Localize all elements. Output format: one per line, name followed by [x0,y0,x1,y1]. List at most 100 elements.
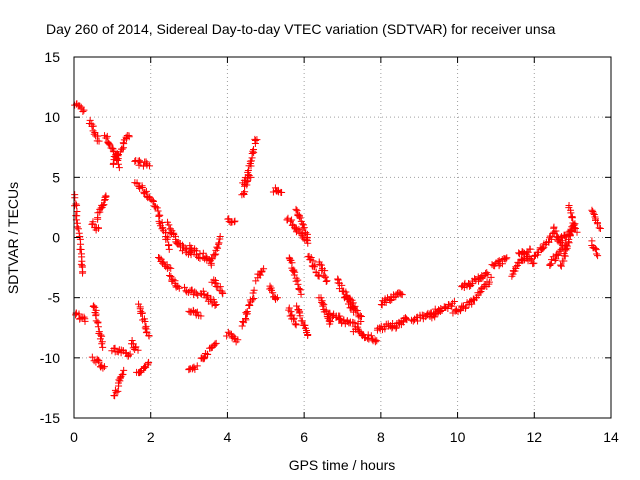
data-point [95,137,103,145]
data-point [403,316,411,324]
data-point [106,141,114,149]
data-point [150,202,158,210]
data-point [292,321,300,329]
data-point [479,273,487,281]
data-point [90,130,98,138]
data-point [304,330,312,338]
data-point [249,296,257,304]
data-point [149,197,157,205]
data-point [547,235,555,243]
data-point [79,108,87,116]
data-point [203,292,211,300]
data-point [321,273,329,281]
data-point [566,232,574,240]
data-point [357,312,365,320]
data-point [512,264,520,272]
x-tick-label: 4 [224,429,232,445]
data-point [120,366,128,374]
data-point [335,314,343,322]
data-point [102,193,110,201]
data-point [231,217,239,225]
data-point [327,318,335,326]
data-point [102,134,110,142]
data-point [273,294,281,302]
data-point [567,209,575,217]
data-point [356,312,364,320]
data-point [286,312,294,320]
data-point [101,196,109,204]
data-point [86,116,94,124]
data-point [76,102,84,110]
data-point [138,184,146,192]
data-point [145,331,153,339]
data-point [115,164,123,172]
data-point [495,257,503,265]
data-point [227,219,235,227]
data-point [214,244,222,252]
data-point [141,318,149,326]
data-point [156,254,164,262]
data-point [253,136,261,144]
data-point [593,219,601,227]
data-point [318,297,326,305]
data-point [278,188,286,196]
data-point [301,321,309,329]
data-point [242,316,250,324]
y-tick-label: -15 [40,410,60,426]
data-point [118,145,126,153]
data-point [589,207,597,215]
data-point [498,260,506,268]
data-point [163,235,171,243]
data-point [134,346,142,354]
data-point [126,350,134,358]
data-point [219,290,227,298]
data-point [247,173,255,181]
data-point [193,308,201,316]
data-point [165,241,173,249]
data-point [530,252,538,260]
x-tick-label: 12 [526,429,542,445]
data-point [448,302,456,310]
data-point [250,295,258,303]
data-point [414,317,422,325]
data-point [321,267,329,275]
data-point [465,280,473,288]
data-point [100,201,108,209]
data-point [216,232,224,240]
data-point [249,147,257,155]
data-point [273,187,281,195]
data-point [99,343,107,351]
data-point [322,278,330,286]
data-point [77,240,85,248]
data-point [485,278,493,286]
data-point [199,253,207,261]
grid-lines [74,57,611,418]
data-point [487,273,495,281]
data-point [519,248,527,256]
data-point [392,293,400,301]
data-point [326,309,334,317]
data-point [539,245,547,253]
data-point [213,243,221,251]
data-point [292,277,300,285]
data-point [317,294,325,302]
x-tick-label: 6 [300,429,308,445]
data-point [251,137,259,145]
data-point [211,340,219,348]
data-point [342,288,350,296]
data-point [354,320,362,328]
y-tick-label: 10 [44,109,60,125]
data-point [120,140,128,148]
data-point [197,312,205,320]
data-point [526,254,534,262]
data-point [381,325,389,333]
data-point [588,206,596,214]
data-point [247,157,255,165]
x-tick-label: 8 [377,429,385,445]
data-point [438,306,446,314]
data-point [298,220,306,228]
data-point [565,235,573,243]
data-point [119,370,127,378]
data-point [290,267,298,275]
data-point [561,252,569,260]
